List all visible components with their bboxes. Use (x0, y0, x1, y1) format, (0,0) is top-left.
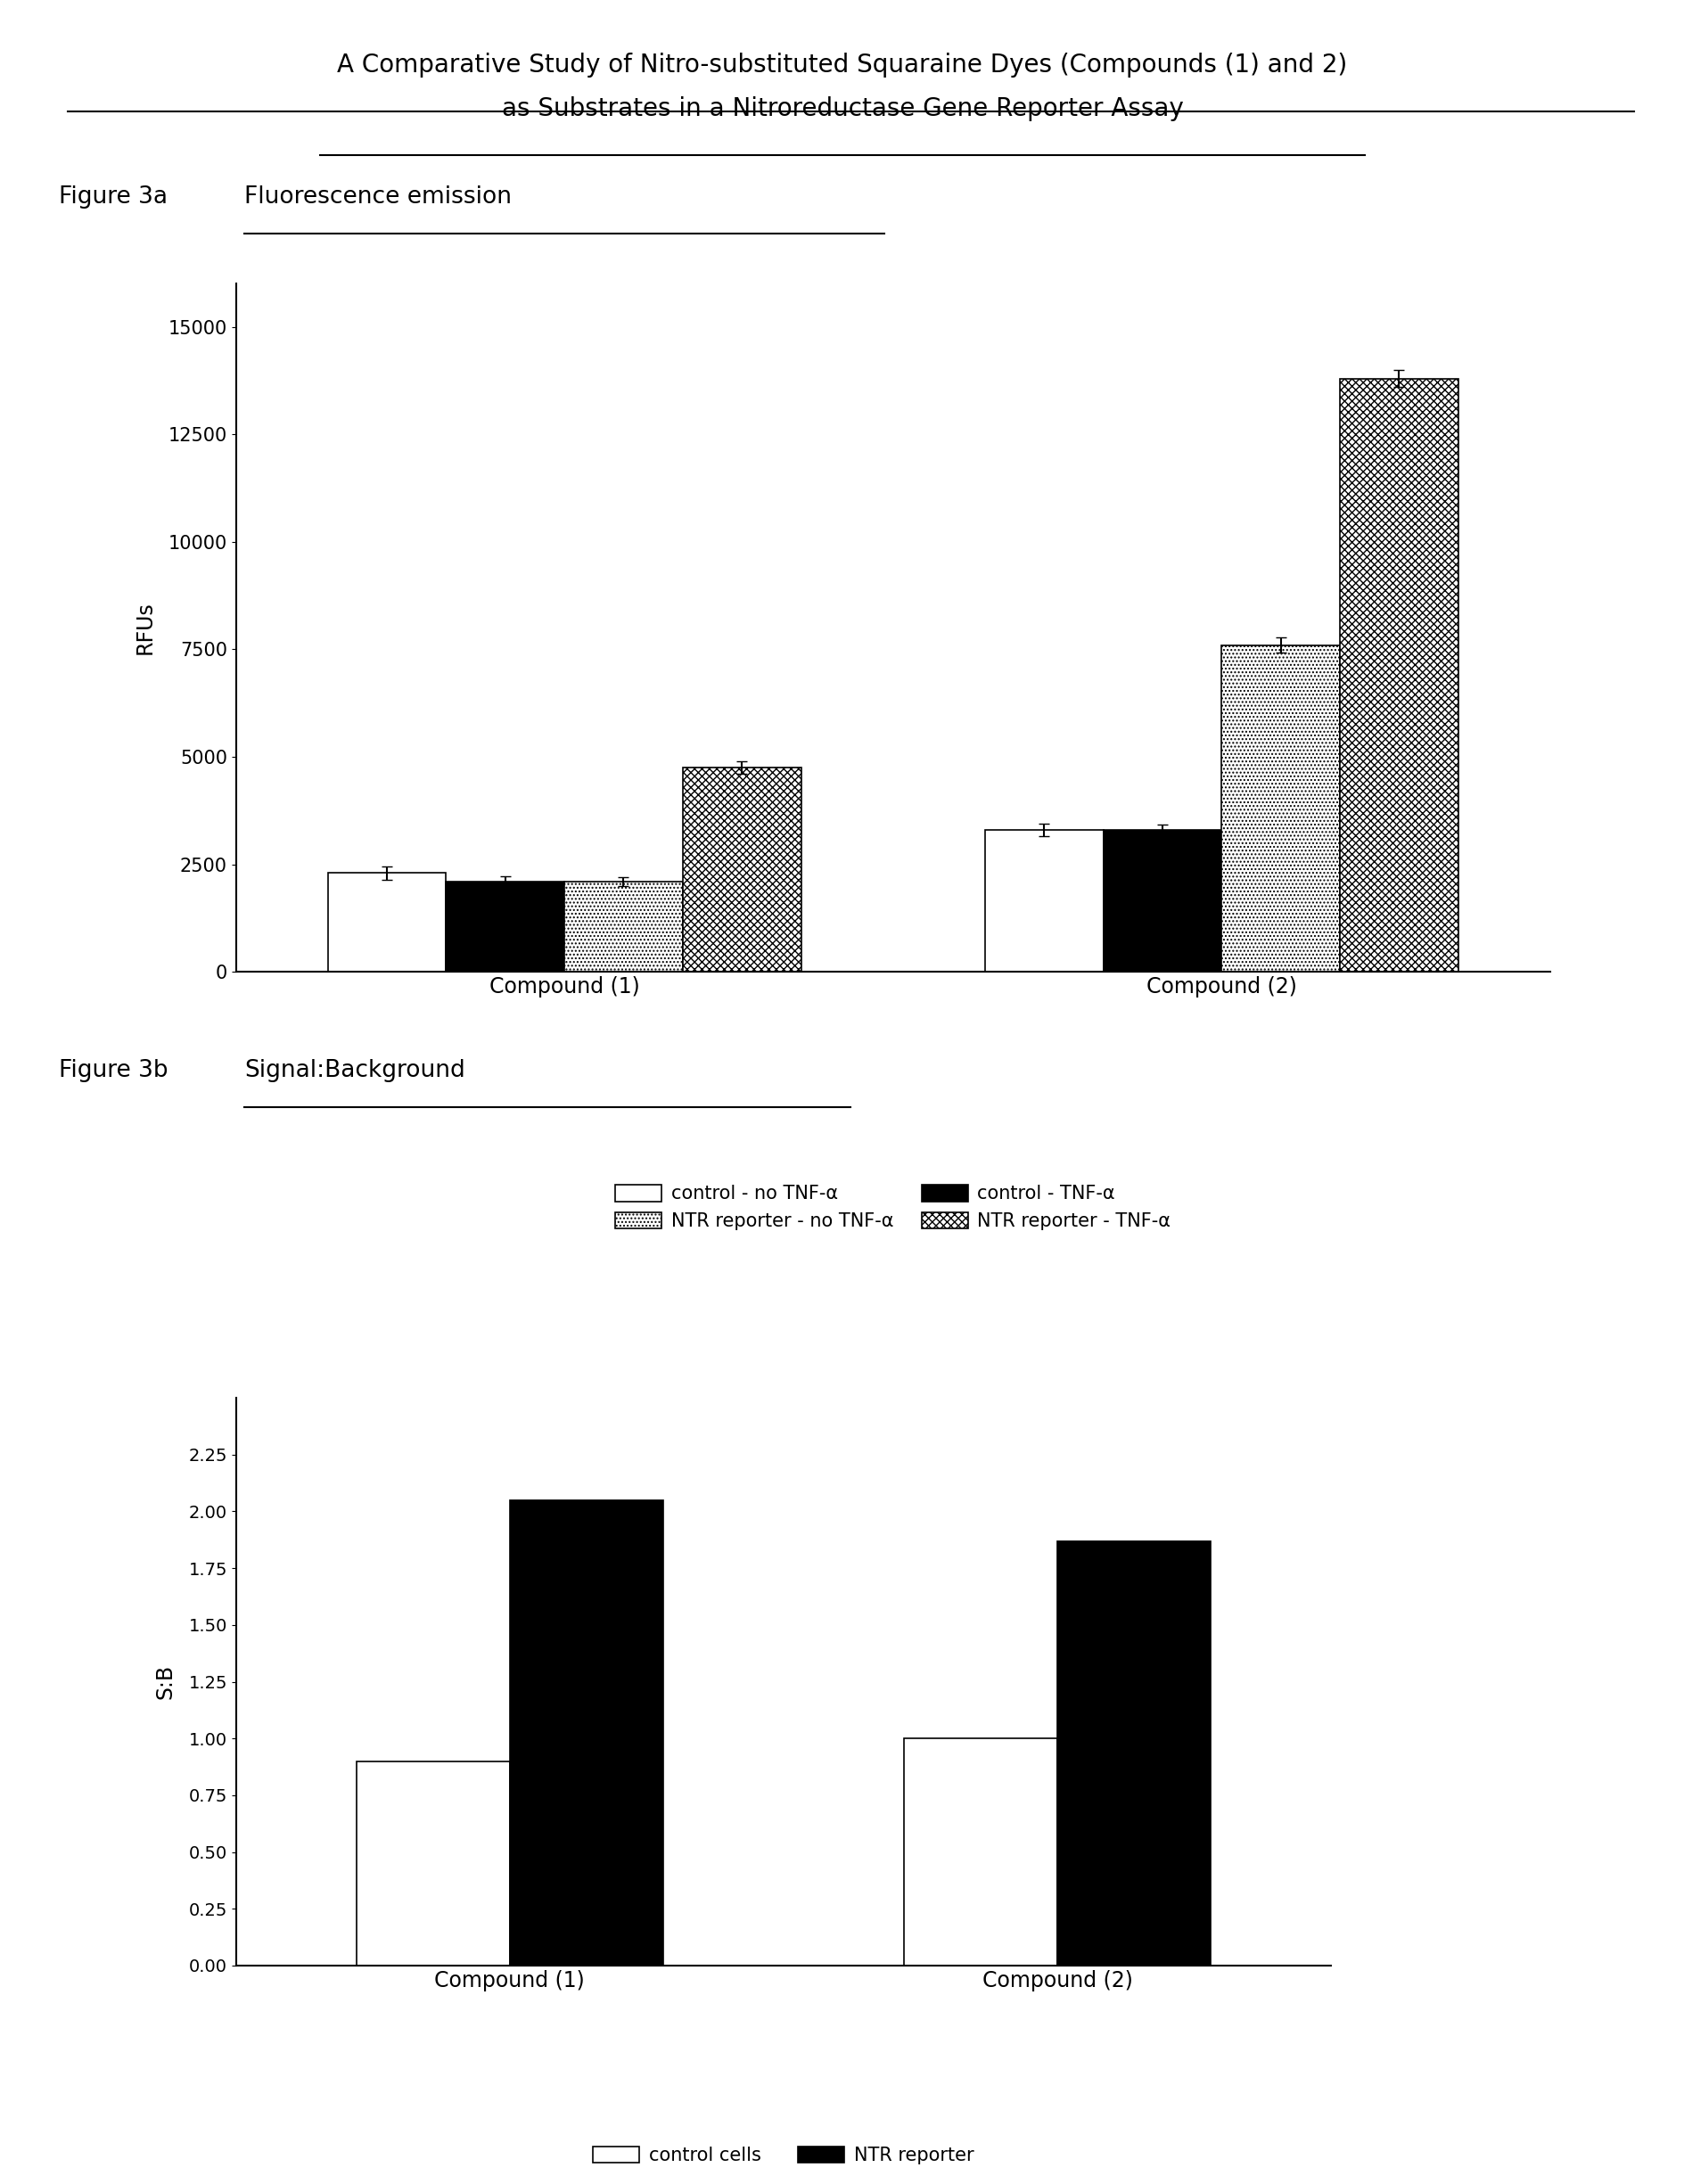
Legend: control cells, NTR reporter: control cells, NTR reporter (586, 2138, 980, 2173)
Bar (1058, 1542, 1209, 1966)
Bar (903, 1738, 1058, 1966)
Bar (682, 767, 800, 972)
Bar (1339, 378, 1457, 972)
Bar (509, 1500, 662, 1966)
Legend: control - no TNF-α, NTR reporter - no TNF-α, control - TNF-α, NTR reporter - TNF: control - no TNF-α, NTR reporter - no TN… (608, 1177, 1177, 1238)
Bar (355, 1760, 509, 1966)
Bar (564, 882, 682, 972)
Text: Figure 3b: Figure 3b (59, 1059, 168, 1083)
Text: as Substrates in a Nitroreductase Gene Reporter Assay: as Substrates in a Nitroreductase Gene R… (502, 96, 1182, 120)
Y-axis label: RFUs: RFUs (135, 601, 155, 655)
Text: Signal:Background: Signal:Background (244, 1059, 465, 1083)
Bar (985, 830, 1103, 972)
Text: Figure 3a: Figure 3a (59, 186, 168, 210)
Text: A Comparative Study of Nitro-substituted Squaraine Dyes (Compounds (1) and 2): A Comparative Study of Nitro-substituted… (337, 52, 1347, 76)
Y-axis label: S:B: S:B (155, 1664, 175, 1699)
Text: Fluorescence emission: Fluorescence emission (244, 186, 512, 210)
Bar (1103, 830, 1221, 972)
Bar (446, 882, 564, 972)
Bar (1221, 644, 1339, 972)
Bar (328, 874, 446, 972)
